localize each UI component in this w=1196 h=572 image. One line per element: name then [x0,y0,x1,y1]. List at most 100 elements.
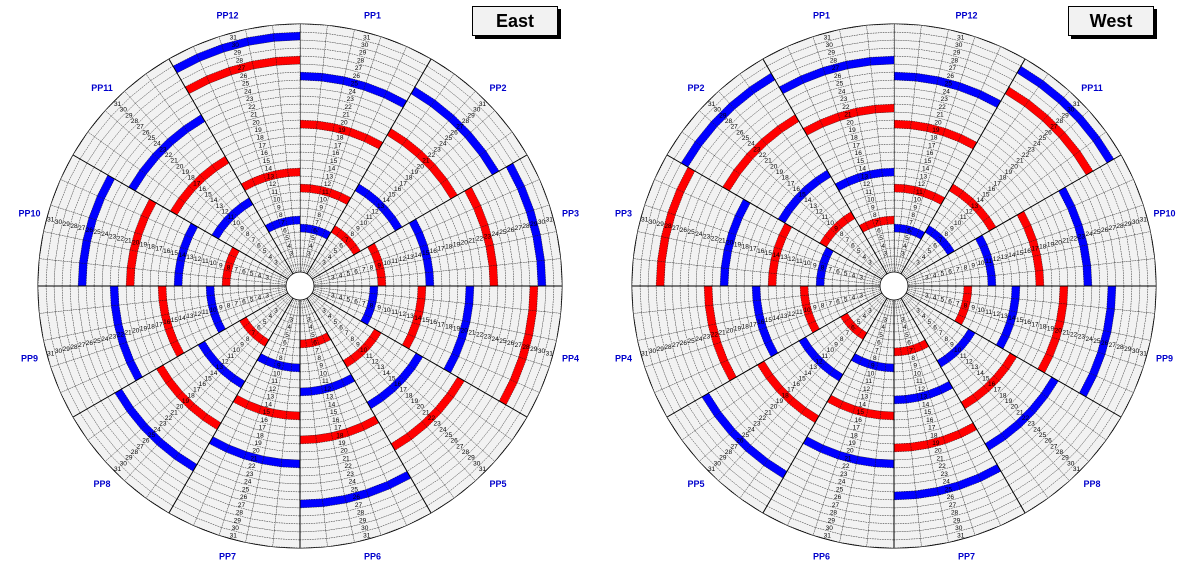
east-ring-number: 7 [234,266,238,273]
west-cell [963,285,973,295]
west-ring-number: 26 [680,227,688,234]
east-cell [325,405,342,418]
west-cell [893,223,901,233]
west-ring-number: 23 [840,96,848,103]
east-ring-number: 12 [399,256,407,263]
east-ring-number: 11 [271,189,278,196]
east-ring-number: 28 [236,510,244,517]
east-cell [376,267,386,279]
west-ring-number: 7 [956,301,960,308]
west-cell [1122,285,1133,312]
east-ring-number: 27 [515,225,523,232]
east-cell [294,331,301,341]
east-ring-number: 13 [326,394,334,401]
west-cell [878,143,895,153]
east-ring-number: 4 [258,294,262,301]
east-cell [232,394,249,409]
east-ring-number: 14 [414,315,422,322]
east-cell [399,262,410,276]
east-cell [380,97,404,115]
east-ring-number: 16 [163,248,171,255]
west-ring-number: 5 [844,271,848,278]
east-cell [37,258,48,287]
east-ring-number: 30 [55,348,63,355]
east-ring-number: 13 [186,254,194,261]
east-cell [351,266,361,275]
east-ring-number: 23 [246,471,254,478]
east-pp-label: PP10 [19,209,41,219]
east-ring-number: 6 [257,325,261,332]
west-cell [631,258,642,287]
east-cell [351,297,361,306]
east-cell [295,247,301,257]
east-cell [190,262,201,276]
west-ring-number: 8 [840,336,844,343]
east-cell [299,151,315,161]
east-cell [236,474,260,488]
west-cell [639,285,650,313]
east-pp-label: PP1 [364,11,381,21]
east-cell [299,231,306,241]
east-cell [359,196,374,211]
east-cell [520,261,531,287]
east-ring-number: 8 [351,231,355,238]
west-ring-number: 3 [868,259,872,266]
west-cell [727,268,738,287]
west-cell [888,239,895,249]
east-cell [126,339,142,361]
east-ring-number: 5 [285,332,289,339]
east-cell [416,402,436,422]
east-cell [245,285,255,292]
east-cell [536,285,547,312]
east-cell [360,466,385,483]
west-pp-label: PP6 [813,551,830,561]
east-ring-number: 4 [309,324,313,331]
east-cell [117,285,128,306]
west-ring-number: 25 [836,81,844,88]
east-cell [125,285,136,305]
west-ring-number: 3 [883,316,887,323]
east-cell [299,135,316,145]
east-ring-number: 7 [281,347,285,354]
east-cell [512,262,523,287]
east-cell [273,530,301,541]
west-ring-number: 13 [920,394,928,401]
west-cell [888,231,895,241]
east-cell [157,270,167,287]
east-ring-number: 4 [268,254,272,261]
east-ring-number: 9 [319,363,323,370]
east-cell [172,231,186,248]
east-cell [279,95,301,106]
west-cell [815,285,825,295]
west-ring-number: 18 [742,244,750,251]
west-cell [1035,270,1045,287]
west-cell [893,31,921,42]
west-cell [893,231,900,241]
east-cell [305,338,314,348]
west-cell [979,285,989,297]
east-cell [335,321,347,333]
east-cell [197,275,207,287]
west-cell [995,274,1005,287]
east-ring-number: 14 [265,401,273,408]
west-cell [987,285,997,297]
east-ring-number: 5 [334,319,338,326]
east-ring-number: 5 [311,235,315,242]
east-ring-number: 7 [252,330,256,337]
west-ring-number: 31 [708,466,716,473]
east-ring-number: 30 [55,219,63,226]
east-ring-number: 25 [242,81,250,88]
east-ring-number: 20 [132,327,140,334]
west-ring-number: 8 [945,231,949,238]
east-cell [398,445,422,465]
west-ring-number: 25 [1093,229,1101,236]
east-ring-number: 21 [250,455,258,462]
west-cell [887,339,895,349]
west-cell [871,71,895,82]
east-cell [229,278,239,287]
east-ring-number: 17 [155,321,163,328]
east-cell [299,207,309,217]
west-pp-label: PP7 [958,551,975,561]
east-cell [189,274,199,287]
east-cell [293,339,301,349]
